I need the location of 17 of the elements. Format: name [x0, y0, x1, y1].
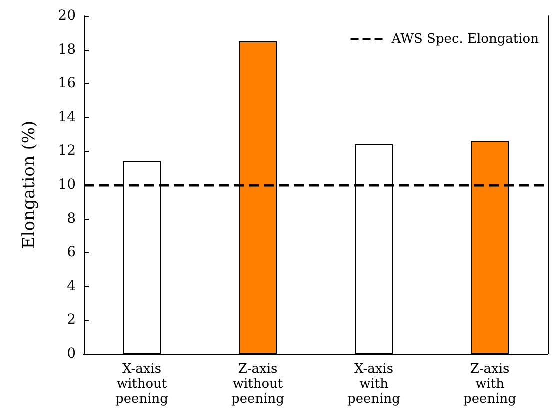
y-tick-label: 6 — [67, 244, 76, 261]
y-tick-label: 2 — [67, 312, 76, 328]
y-tick-label: 10 — [58, 177, 76, 193]
y-axis-title: Elongation (%) — [20, 120, 40, 250]
y-tick-label: 0 — [67, 346, 76, 362]
x-tick-label: Z-axis with peening — [464, 362, 516, 407]
x-tick-label: X-axis with peening — [348, 362, 400, 407]
x-tick-label: Z-axis without peening — [232, 362, 284, 407]
y-tick-label: 20 — [58, 8, 76, 24]
y-tick-label: 4 — [67, 278, 76, 294]
y-tick-label: 12 — [58, 143, 76, 160]
y-tick-label: 8 — [67, 210, 76, 227]
y-tick-label: 18 — [58, 42, 76, 58]
legend-label: AWS Spec. Elongation — [390, 32, 540, 47]
x-tick-label: X-axis without peening — [116, 362, 168, 407]
y-tick-label: 14 — [58, 109, 76, 126]
y-tick-label: 16 — [58, 76, 76, 92]
